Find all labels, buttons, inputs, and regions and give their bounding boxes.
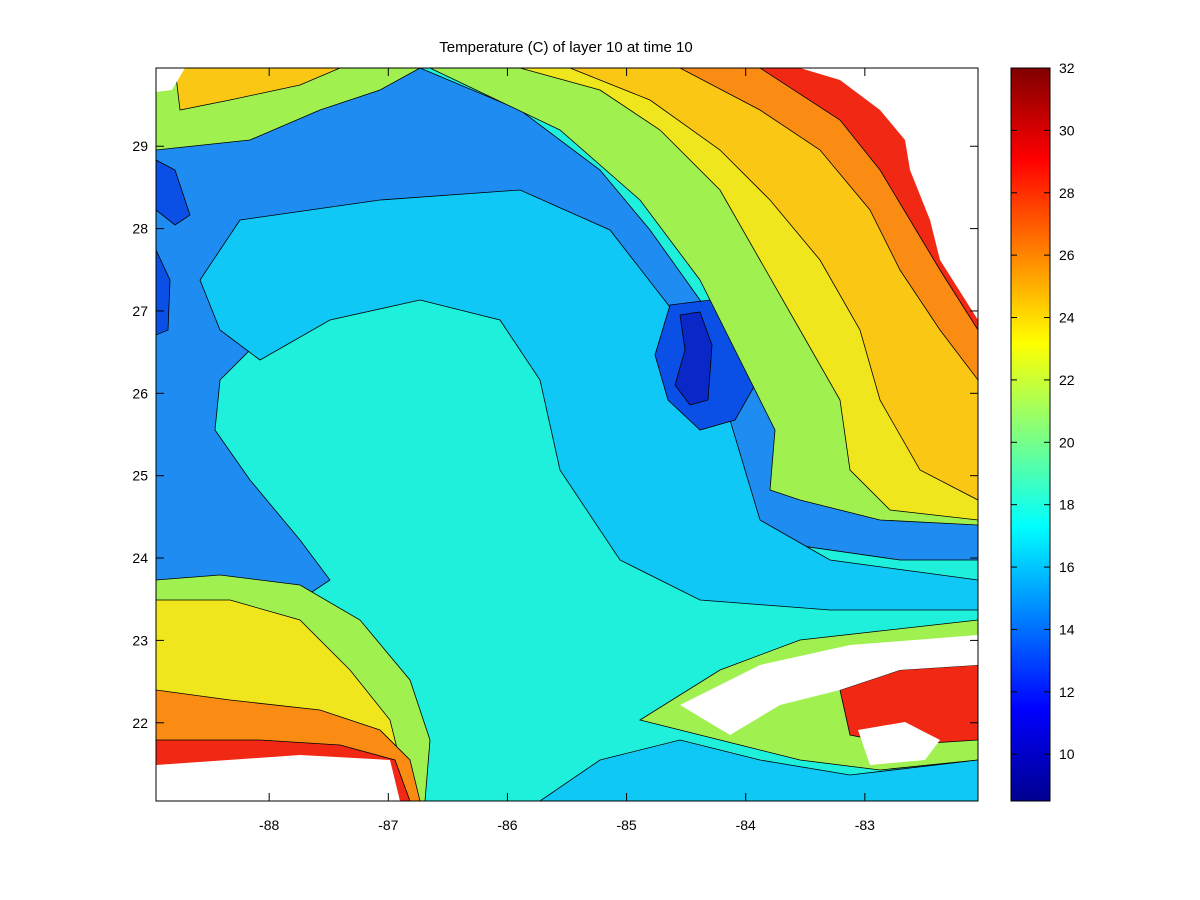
x-tick-label: -87 xyxy=(378,817,398,833)
colorbar-tick-label: 28 xyxy=(1059,185,1075,201)
cold-eddy-core xyxy=(674,311,713,406)
west-cold-patch xyxy=(156,159,191,226)
florida-land xyxy=(800,68,978,320)
y-tick-label: 22 xyxy=(132,715,148,731)
colorbar-tick-label: 20 xyxy=(1059,434,1075,450)
x-tick-label: -88 xyxy=(259,817,279,833)
colorbar: 10 12 14 16 18 20 22 24 26 28 30 32 xyxy=(1010,60,1075,802)
y-tick-label: 28 xyxy=(132,221,148,237)
y-tick-label: 23 xyxy=(132,632,148,648)
cuba-land-2 xyxy=(858,722,940,765)
x-tick-label: -83 xyxy=(855,817,875,833)
northwest-land xyxy=(156,68,185,92)
colorbar-tick-label: 22 xyxy=(1059,372,1075,388)
northwest-shelf-orange xyxy=(174,68,341,111)
y-axis: 22 23 24 25 26 27 28 29 xyxy=(132,138,978,731)
x-tick-label: -86 xyxy=(497,817,517,833)
colorbar-tick-label: 32 xyxy=(1059,60,1075,76)
colorbar-ticks: 10 12 14 16 18 20 22 24 26 28 30 32 xyxy=(1011,60,1075,762)
map-plot xyxy=(156,68,978,801)
south-cyan-water xyxy=(539,739,978,801)
colorbar-tick-label: 10 xyxy=(1059,746,1075,762)
yucatan-land xyxy=(156,755,400,801)
x-axis: -88 -87 -86 -85 -84 -83 xyxy=(259,68,875,833)
y-tick-label: 27 xyxy=(132,303,148,319)
colorbar-tick-label: 14 xyxy=(1059,621,1075,637)
x-tick-label: -84 xyxy=(736,817,756,833)
plot-frame xyxy=(155,67,979,802)
cyan-band-region xyxy=(199,189,978,611)
colorbar-tick-label: 12 xyxy=(1059,684,1075,700)
cuba-land xyxy=(680,635,978,735)
x-tick-label: -85 xyxy=(616,817,636,833)
y-tick-label: 29 xyxy=(132,138,148,154)
chart-title: Temperature (C) of layer 10 at time 10 xyxy=(439,39,692,56)
y-tick-label: 25 xyxy=(132,468,148,484)
colorbar-gradient xyxy=(1010,67,1051,802)
colorbar-tick-label: 16 xyxy=(1059,559,1075,575)
west-cold-patch-2 xyxy=(156,249,171,336)
colorbar-tick-label: 30 xyxy=(1059,122,1075,138)
colorbar-tick-label: 24 xyxy=(1059,310,1075,326)
y-tick-label: 26 xyxy=(132,385,148,401)
colorbar-tick-label: 18 xyxy=(1059,497,1075,513)
y-tick-label: 24 xyxy=(132,550,148,566)
colorbar-tick-label: 26 xyxy=(1059,247,1075,263)
